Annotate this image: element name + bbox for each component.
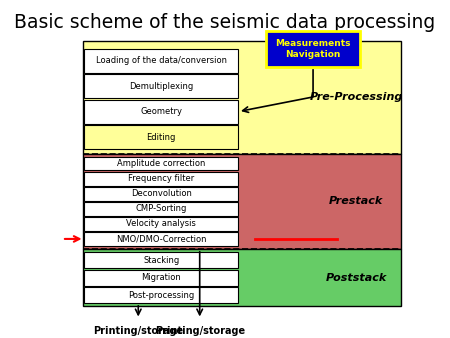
Text: Poststack: Poststack: [325, 272, 387, 283]
Bar: [85, 232, 238, 246]
Bar: [83, 249, 401, 306]
Bar: [85, 74, 238, 98]
Text: NMO/DMO-Correction: NMO/DMO-Correction: [116, 235, 207, 243]
Text: Amplitude correction: Amplitude correction: [117, 159, 206, 168]
Bar: [85, 100, 238, 123]
Bar: [85, 217, 238, 231]
Text: Post-processing: Post-processing: [128, 291, 194, 299]
Bar: [85, 202, 238, 216]
Bar: [85, 252, 238, 268]
Text: Editing: Editing: [147, 132, 176, 142]
Bar: [266, 31, 360, 67]
Text: Frequency filter: Frequency filter: [128, 174, 194, 183]
Bar: [85, 187, 238, 200]
Text: Pre-Processing: Pre-Processing: [310, 92, 403, 102]
Bar: [85, 270, 238, 286]
Bar: [85, 125, 238, 149]
Bar: [83, 41, 401, 154]
Text: Velocity analysis: Velocity analysis: [126, 219, 196, 228]
Text: Basic scheme of the seismic data processing: Basic scheme of the seismic data process…: [14, 13, 436, 32]
Text: Prestack: Prestack: [329, 196, 383, 207]
Bar: [85, 157, 238, 170]
Bar: [85, 172, 238, 186]
Bar: [85, 287, 238, 303]
Text: Loading of the data/conversion: Loading of the data/conversion: [96, 56, 227, 65]
Text: CMP-Sorting: CMP-Sorting: [135, 204, 187, 213]
Text: Deconvolution: Deconvolution: [131, 189, 192, 198]
Text: Measurements
Navigation: Measurements Navigation: [275, 39, 351, 58]
Text: Printing/storage: Printing/storage: [155, 326, 245, 336]
Text: Stacking: Stacking: [143, 256, 180, 265]
Bar: [83, 154, 401, 249]
Text: Printing/storage: Printing/storage: [93, 326, 183, 336]
Text: Geometry: Geometry: [140, 107, 182, 116]
Text: Migration: Migration: [141, 273, 181, 282]
Bar: [85, 49, 238, 73]
Text: Demultiplexing: Demultiplexing: [129, 82, 194, 91]
